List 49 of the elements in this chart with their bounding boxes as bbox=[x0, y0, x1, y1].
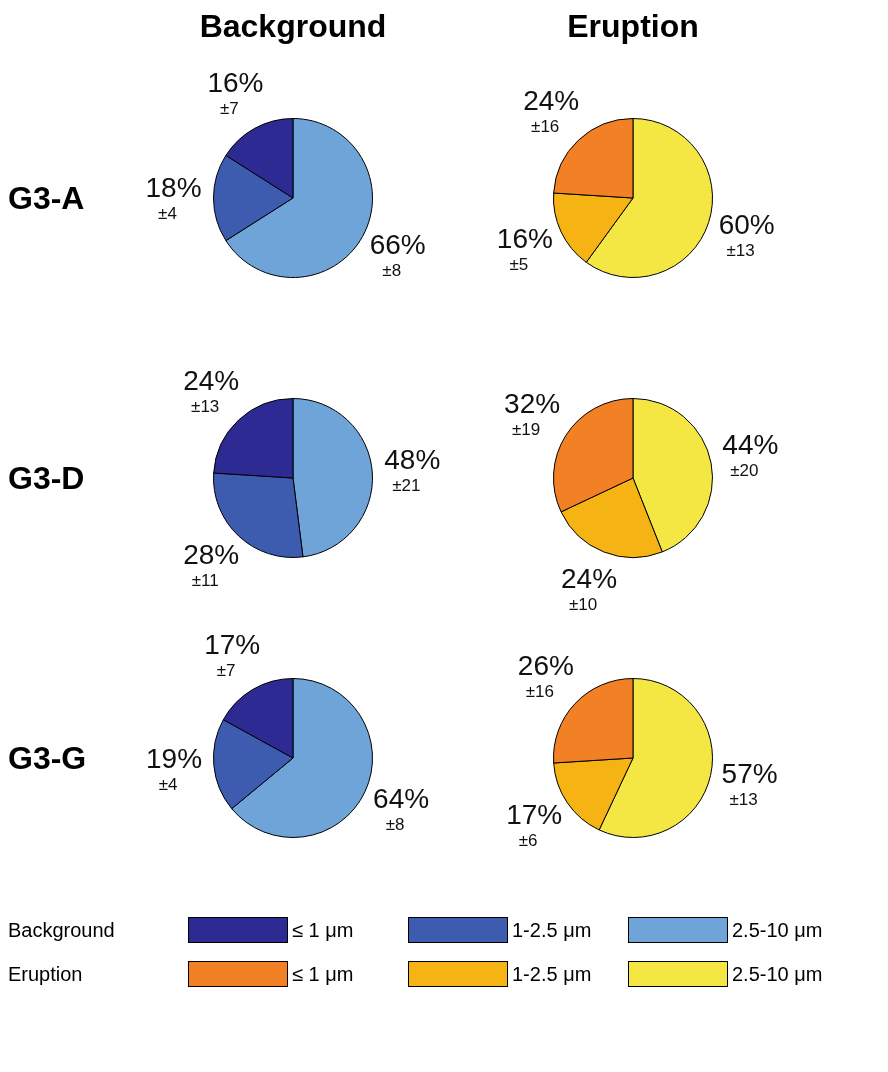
text: ±4 bbox=[158, 203, 177, 223]
data-label: 57% bbox=[721, 757, 778, 789]
chart-title: Background bbox=[198, 8, 388, 46]
data-label: 19% bbox=[146, 742, 203, 774]
data-label: 24% bbox=[523, 84, 580, 116]
data-label: 16% bbox=[207, 67, 264, 98]
text: ±11 bbox=[191, 570, 219, 590]
data-label: 64% bbox=[373, 782, 430, 814]
data-label: 66% bbox=[369, 229, 426, 261]
text: ±7 bbox=[220, 98, 239, 118]
data-label: 28% bbox=[183, 538, 240, 570]
text: ±7 bbox=[216, 660, 236, 680]
data-label: 17% bbox=[506, 798, 563, 830]
text: ±6 bbox=[518, 830, 538, 850]
text: ±8 bbox=[382, 261, 402, 281]
text: ±21 bbox=[392, 476, 421, 496]
text: G3-G bbox=[8, 739, 88, 777]
legend-label: ≤ 1 μm bbox=[292, 962, 354, 986]
data-label: 18% bbox=[145, 171, 202, 203]
chart-title: Eruption bbox=[566, 8, 700, 46]
data-label: 32% bbox=[504, 387, 561, 419]
data-label: 17% bbox=[204, 628, 261, 660]
legend-label: 2.5-10 μm bbox=[732, 962, 823, 986]
data-label: 44% bbox=[722, 429, 779, 461]
text: ±5 bbox=[509, 254, 529, 274]
text: ±10 bbox=[568, 594, 598, 614]
legend-title: Eruption bbox=[8, 962, 84, 986]
data-label: 16% bbox=[496, 222, 553, 254]
text: G3-D bbox=[8, 459, 86, 497]
text: ±16 bbox=[531, 116, 560, 136]
data-label: 60% bbox=[718, 208, 775, 240]
data-label: 48% bbox=[384, 444, 441, 476]
text: ±4 bbox=[158, 774, 178, 794]
text: ±19 bbox=[511, 419, 541, 439]
legend-label: 1-2.5 μm bbox=[512, 918, 592, 942]
text: ±8 bbox=[385, 814, 405, 834]
text: ±13 bbox=[726, 240, 755, 260]
legend-label: 2.5-10 μm bbox=[732, 918, 823, 942]
text: ±13 bbox=[729, 789, 758, 809]
data-label: 24% bbox=[183, 364, 240, 396]
legend-label: ≤ 1 μm bbox=[292, 918, 354, 942]
legend-label: 1-2.5 μm bbox=[512, 962, 592, 986]
text: ±13 bbox=[191, 396, 220, 416]
text: ±16 bbox=[525, 681, 555, 701]
data-label: 26% bbox=[517, 649, 574, 681]
data-label: 24% bbox=[560, 562, 618, 594]
legend-title: Background bbox=[8, 918, 116, 942]
text: G3-A bbox=[8, 178, 86, 217]
text: ±20 bbox=[730, 461, 759, 481]
